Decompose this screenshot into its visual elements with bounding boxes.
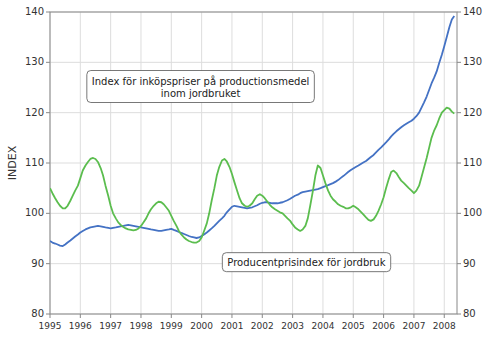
- tick: [46, 62, 50, 63]
- annotation-box: [87, 71, 315, 103]
- tick: [46, 213, 50, 214]
- tick: [353, 314, 354, 318]
- tick: [140, 314, 141, 318]
- grid-line: [80, 12, 81, 314]
- tick: [171, 314, 172, 318]
- y-tick-label: 120: [25, 107, 44, 118]
- grid-line: [413, 12, 414, 314]
- x-tick-label: 2001: [221, 321, 244, 331]
- tick: [457, 314, 461, 315]
- y-axis-label: INDEX: [6, 145, 19, 180]
- tick: [457, 112, 461, 113]
- tick: [262, 314, 263, 318]
- grid-line: [171, 12, 172, 314]
- annotation-line: inom jordbruket: [161, 88, 241, 99]
- y2-tick-label: 120: [463, 107, 482, 118]
- tick: [46, 263, 50, 264]
- axes: 80 90 100 110 120 130 140 80 90 100 110 120 130 140 19…: [25, 6, 482, 331]
- y2-tick-label: 90: [463, 258, 476, 269]
- y-tick-label: 80: [31, 308, 44, 319]
- plot-frame: [50, 12, 457, 314]
- tick: [292, 314, 293, 318]
- x-tick-label: 1999: [160, 321, 183, 331]
- tick: [46, 163, 50, 164]
- annotation-text: Producentprisindex för jordbruk: [227, 257, 385, 268]
- tick: [457, 213, 461, 214]
- tick: [46, 314, 50, 315]
- tick: [383, 314, 384, 318]
- annotation: Producentprisindex för jordbruk: [222, 253, 390, 272]
- annotation-text: Index för inköpspriser på productionsmed…: [92, 75, 310, 99]
- x-tick-label: 2005: [342, 321, 365, 331]
- tick: [457, 62, 461, 63]
- x-tick-label: 2006: [372, 321, 395, 331]
- grid: [50, 12, 457, 314]
- grid-line: [110, 12, 111, 314]
- y2-tick-label: 100: [463, 207, 482, 218]
- annotations: Index för inköpspriser på productionsmed…: [87, 71, 391, 272]
- y2-tick-label: 80: [463, 308, 476, 319]
- x-tick-label: 2008: [433, 321, 456, 331]
- tick: [80, 314, 81, 318]
- x-tick-label: 1998: [130, 321, 153, 331]
- y-tick-label: 130: [25, 56, 44, 67]
- x-tick-label: 2000: [190, 321, 213, 331]
- tick: [457, 263, 461, 264]
- tick: [110, 314, 111, 318]
- y2-tick-label: 110: [463, 157, 482, 168]
- tick: [201, 314, 202, 318]
- series-group: [50, 16, 454, 246]
- tick: [46, 12, 50, 13]
- tick: [457, 12, 461, 13]
- x-tick-label: 2004: [311, 321, 334, 331]
- annotation-line: Index för inköpspriser på productionsmed…: [92, 75, 310, 87]
- grid-line: [140, 12, 141, 314]
- y2-tick-label: 140: [463, 6, 482, 17]
- y2-tick-label: 130: [463, 56, 482, 67]
- tick: [231, 314, 232, 318]
- x-tick-label: 1995: [39, 321, 62, 331]
- x-tick-label: 1997: [99, 321, 122, 331]
- grid-line: [201, 12, 202, 314]
- line: [50, 16, 454, 246]
- x-tick-label: 2003: [281, 321, 304, 331]
- annotation: Index för inköpspriser på productionsmed…: [87, 71, 315, 103]
- x-tick-label: 2002: [251, 321, 274, 331]
- plot-background: [50, 12, 457, 314]
- tick: [46, 112, 50, 113]
- x-tick-label: 2007: [402, 321, 425, 331]
- tick: [444, 314, 445, 318]
- chart: 80 90 100 110 120 130 140 80 90 100 110 120 130 140 19…: [0, 0, 495, 342]
- y-tick-label: 90: [31, 258, 44, 269]
- tick: [322, 314, 323, 318]
- annotation-box: [222, 253, 390, 272]
- tick: [50, 314, 51, 318]
- line: [50, 108, 454, 243]
- x-tick-label: 1996: [69, 321, 92, 331]
- y-tick-label: 110: [25, 157, 44, 168]
- y-tick-label: 100: [25, 207, 44, 218]
- grid-line: [444, 12, 445, 314]
- tick: [413, 314, 414, 318]
- tick: [457, 163, 461, 164]
- y-tick-label: 140: [25, 6, 44, 17]
- annotation-line: Producentprisindex för jordbruk: [227, 257, 385, 268]
